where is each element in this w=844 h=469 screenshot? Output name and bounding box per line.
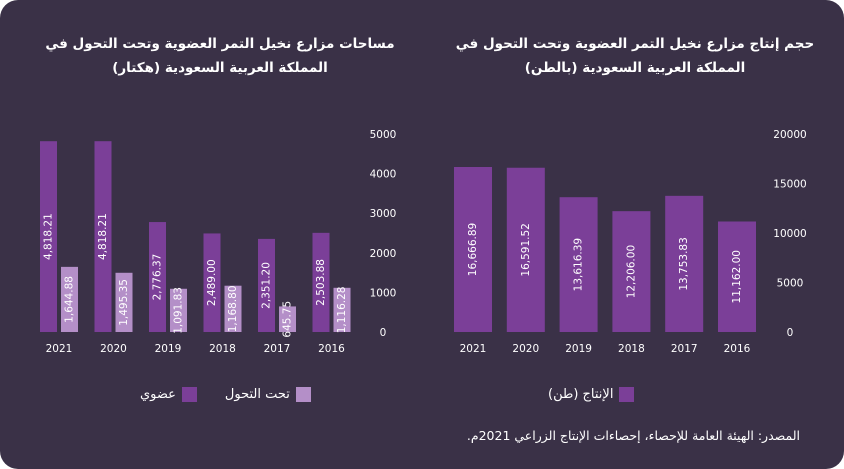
production-legend: الإنتاج (طن) — [548, 387, 635, 402]
area-organic-bar — [312, 232, 330, 332]
area-y-tick: 4000 — [370, 169, 397, 181]
organic-legend-label: عضوي — [140, 387, 176, 402]
area-organic-data-label: 4,818.21 — [97, 213, 109, 260]
area-legend: تحت التحول عضوي — [140, 387, 311, 402]
transition-legend-label: تحت التحول — [224, 387, 290, 402]
area-transition-bar — [170, 288, 187, 332]
area-chart-title: مساحات مزارع نخيل التمر العضوية وتحت الت… — [45, 36, 395, 76]
area-organic-data-label: 2,351.20 — [261, 262, 273, 309]
area-y-tick: 5000 — [370, 129, 397, 141]
area-transition-data-label: 1,168.80 — [227, 285, 239, 332]
area-organic-bar — [149, 222, 166, 332]
production-x-tick: 2019 — [565, 343, 592, 355]
area-y-tick: 1000 — [370, 287, 397, 299]
production-x-tick: 2016 — [724, 343, 751, 355]
area-transition-bar — [279, 306, 296, 332]
area-transition-data-label: 1,495.35 — [118, 279, 130, 326]
production-chart-title: حجم إنتاج مزارع نخيل التمر العضوية وتحت … — [455, 36, 815, 76]
production-x-tick: 2020 — [512, 343, 539, 355]
area-y-tick: 3000 — [370, 208, 397, 220]
production-y-tick: 15000 — [773, 179, 806, 191]
transition-legend-swatch — [295, 387, 311, 402]
area-transition-data-label: 1,116.28 — [336, 287, 348, 334]
production-bar — [559, 197, 598, 332]
area-x-tick: 2020 — [100, 343, 127, 355]
production-data-label: 12,206.00 — [625, 245, 637, 298]
production-y-tick: 10000 — [773, 228, 806, 240]
area-transition-data-label: 1,091.83 — [173, 287, 185, 334]
area-transition-bar — [333, 287, 351, 332]
area-transition-bar — [115, 272, 133, 332]
production-data-label: 16,591.52 — [520, 223, 532, 276]
area-organic-bar — [40, 141, 57, 332]
area-x-tick: 2019 — [155, 343, 182, 355]
area-transition-data-label: 1,644.88 — [64, 276, 76, 323]
area-organic-bar — [258, 238, 275, 332]
production-x-tick: 2017 — [671, 343, 698, 355]
area-y-tick: 2000 — [370, 248, 397, 260]
area-x-tick: 2021 — [46, 343, 73, 355]
production-bar — [506, 167, 545, 332]
production-data-label: 13,616.39 — [573, 238, 585, 291]
area-y-tick: 0 — [380, 327, 387, 339]
area-organic-data-label: 2,776.37 — [152, 254, 164, 301]
production-data-label: 11,162.00 — [731, 250, 743, 303]
production-data-label: 13,753.83 — [678, 237, 690, 290]
source-note: المصدر: الهيئة العامة للإحصاء، إحصاءات ا… — [466, 428, 800, 443]
production-legend-label: الإنتاج (طن) — [548, 387, 614, 402]
area-x-tick: 2018 — [209, 343, 236, 355]
area-transition-bar — [224, 285, 242, 332]
production-bar — [665, 195, 704, 332]
area-organic-bar — [203, 233, 221, 332]
area-x-tick: 2017 — [264, 343, 291, 355]
production-legend-swatch — [619, 387, 635, 402]
area-organic-data-label: 2,489.00 — [206, 259, 218, 306]
production-x-tick: 2021 — [460, 343, 487, 355]
production-y-tick: 5000 — [777, 278, 804, 290]
production-bar — [454, 166, 492, 332]
production-bar — [612, 211, 651, 332]
production-data-label: 16,666.89 — [467, 223, 479, 276]
organic-legend-swatch — [181, 387, 197, 402]
production-x-tick: 2018 — [618, 343, 645, 355]
area-organic-bar — [94, 141, 112, 332]
production-y-tick: 20000 — [773, 129, 806, 141]
area-transition-bar — [61, 266, 78, 332]
area-organic-data-label: 2,503.88 — [315, 259, 327, 306]
production-y-tick: 0 — [787, 327, 794, 339]
area-transition-data-label: 645.75 — [282, 301, 294, 338]
area-organic-data-label: 4,818.21 — [43, 213, 55, 260]
production-bar — [718, 221, 756, 332]
area-x-tick: 2016 — [318, 343, 345, 355]
